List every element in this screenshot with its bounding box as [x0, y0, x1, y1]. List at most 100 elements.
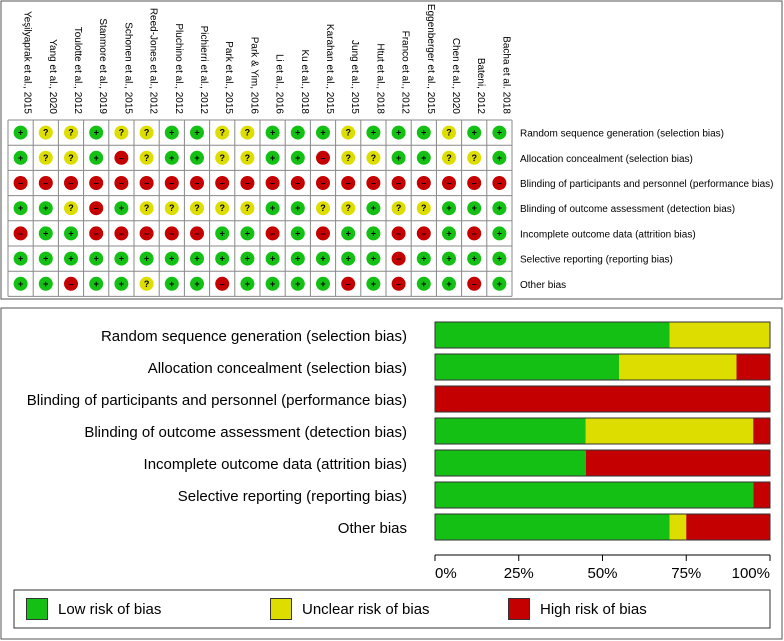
- judgement-symbol: –: [270, 178, 275, 188]
- judgement-symbol: +: [270, 254, 275, 264]
- judgement-low: [492, 226, 507, 241]
- judgement-symbol: +: [220, 228, 225, 238]
- judgement-high: [114, 150, 129, 165]
- judgement-symbol: –: [295, 178, 300, 188]
- judgement-symbol: +: [421, 279, 426, 289]
- study-label: Yeşilyaprak et al., 2015: [22, 11, 33, 114]
- judgement-high: [467, 276, 482, 291]
- judgement-low: [164, 125, 179, 140]
- judgement-unclear: [139, 150, 154, 165]
- judgement-low: [89, 251, 104, 266]
- judgement-low: [114, 251, 129, 266]
- judgement-symbol: –: [472, 228, 477, 238]
- judgement-symbol: –: [472, 279, 477, 289]
- study-label: Pluchino et al., 2012: [173, 23, 184, 114]
- judgement-unclear: [38, 125, 53, 140]
- x-tick-label: 25%: [504, 565, 534, 582]
- judgement-symbol: –: [144, 228, 149, 238]
- study-label: Reed-Jones et al., 2012: [148, 8, 159, 115]
- risk-of-bias-summary: Yeşilyaprak et al., 2015 Yang et al., 202…: [7, 4, 773, 297]
- judgement-low: [316, 276, 330, 291]
- judgement-low: [366, 125, 381, 140]
- judgement-unclear: [215, 201, 230, 216]
- judgement-symbol: –: [94, 203, 99, 213]
- judgement-unclear: [64, 201, 78, 216]
- judgement-symbol: –: [68, 279, 73, 289]
- judgement-symbol: ?: [421, 203, 427, 213]
- judgement-symbol: ?: [219, 203, 225, 213]
- judgement-high: [164, 176, 179, 190]
- judgement-symbol: +: [295, 254, 300, 264]
- judgement-high: [290, 176, 305, 190]
- bar-low: [435, 514, 670, 540]
- judgement-low: [265, 201, 280, 216]
- judgement-symbol: +: [371, 254, 376, 264]
- judgement-symbol: –: [396, 279, 401, 289]
- judgement-symbol: –: [94, 178, 99, 188]
- study-label: Park & Yim, 2016: [248, 37, 259, 115]
- judgement-unclear: [366, 150, 381, 165]
- judgement-unclear: [316, 201, 330, 216]
- judgement-high: [391, 226, 406, 241]
- judgement-symbol: –: [169, 228, 174, 238]
- bar-outline: [434, 481, 771, 509]
- judgement-low: [114, 201, 129, 216]
- judgement-symbol: +: [295, 203, 300, 213]
- judgement-symbol: +: [119, 254, 124, 264]
- judgement-symbol: +: [421, 153, 426, 163]
- judgement-low: [13, 125, 28, 140]
- domain-label: Random sequence generation (selection bi…: [520, 129, 724, 140]
- judgement-symbol: ?: [345, 128, 351, 138]
- judgement-symbol: +: [169, 128, 174, 138]
- judgement-symbol: +: [43, 228, 48, 238]
- summary-panel-frame: [0, 0, 783, 300]
- judgement-symbol: +: [396, 153, 401, 163]
- judgement-low: [190, 276, 204, 291]
- study-label: Park et al., 2015: [223, 41, 234, 114]
- bar-high: [753, 482, 770, 508]
- judgement-low: [467, 125, 482, 140]
- judgement-high: [416, 176, 431, 190]
- judgement-symbol: +: [194, 254, 199, 264]
- judgement-symbol: ?: [245, 153, 251, 163]
- judgement-low: [89, 150, 104, 165]
- judgement-low: [416, 251, 431, 266]
- judgement-symbol: +: [497, 128, 502, 138]
- judgement-symbol: +: [421, 254, 426, 264]
- judgement-symbol: ?: [219, 128, 225, 138]
- legend-unclear: Unclear risk of bias: [270, 592, 430, 626]
- judgement-low: [442, 251, 456, 266]
- judgement-symbol: +: [295, 228, 300, 238]
- judgement-symbol: ?: [396, 203, 402, 213]
- bar-low: [435, 322, 670, 348]
- judgement-symbol: –: [346, 279, 351, 289]
- judgement-symbol: –: [270, 228, 275, 238]
- study-label: Eggenberger et al., 2015: [425, 4, 436, 115]
- judgement-symbol: ?: [43, 128, 49, 138]
- judgement-high: [139, 226, 154, 241]
- domain-label: Selective reporting (reporting bias): [520, 255, 673, 266]
- judgement-symbol: +: [371, 279, 376, 289]
- judgement-symbol: ?: [43, 153, 49, 163]
- legend-unclear-swatch: [270, 598, 292, 620]
- judgement-low: [89, 276, 104, 291]
- judgement-symbol: ?: [144, 203, 150, 213]
- judgement-low: [290, 226, 305, 241]
- bar-outline: [434, 417, 771, 445]
- judgement-low: [492, 150, 507, 165]
- x-tick-label: 75%: [671, 565, 701, 582]
- bar-high: [686, 514, 770, 540]
- judgement-symbol: +: [472, 254, 477, 264]
- judgement-unclear: [38, 150, 53, 165]
- judgement-high: [391, 251, 406, 266]
- judgement-high: [316, 226, 330, 241]
- judgement-symbol: –: [119, 178, 124, 188]
- judgement-high: [190, 226, 204, 241]
- judgement-low: [366, 226, 381, 241]
- judgement-unclear: [164, 201, 179, 216]
- judgement-symbol: +: [346, 254, 351, 264]
- judgement-unclear: [341, 125, 356, 140]
- judgement-symbol: +: [245, 228, 250, 238]
- bar-high: [736, 354, 770, 380]
